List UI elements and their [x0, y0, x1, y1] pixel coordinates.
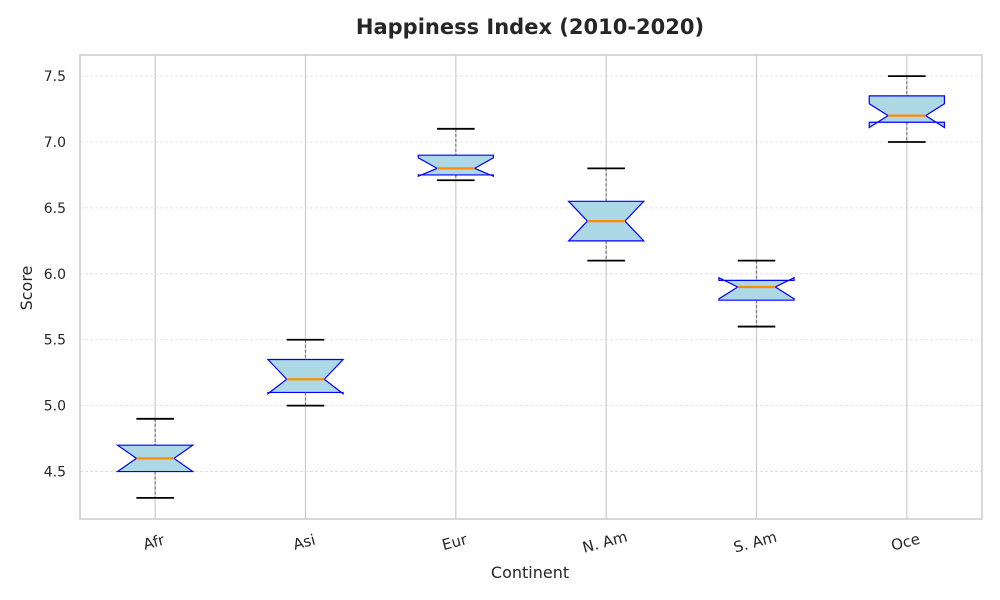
y-ticks: 4.5 5.0 5.5 6.0 6.5 7.0 7.5	[44, 69, 66, 480]
y-tick-label: 6.0	[44, 267, 66, 283]
grid-layer	[80, 55, 982, 519]
x-tick-label: Asi	[291, 531, 317, 554]
y-tick-label: 6.5	[44, 201, 66, 217]
x-axis-label: Continent	[491, 563, 569, 582]
notched-box	[417, 154, 495, 178]
y-axis-label: Score	[17, 266, 36, 311]
box-s-am	[718, 259, 795, 328]
notched-box	[868, 95, 946, 129]
x-tick-label: S. Am	[732, 528, 779, 557]
y-tick-label: 4.5	[44, 465, 66, 481]
y-tick-label: 5.0	[44, 399, 66, 415]
box-oce	[868, 75, 946, 143]
box-layer	[115, 75, 946, 499]
x-tick-label: Oce	[889, 530, 922, 555]
x-tick-label: Afr	[141, 531, 167, 554]
plot-frame	[79, 54, 983, 520]
box-eur	[417, 127, 495, 182]
box-n-am	[567, 167, 646, 262]
y-tick-label: 7.0	[44, 135, 66, 151]
y-tick-label: 7.5	[44, 69, 66, 85]
x-tick-label: Eur	[440, 530, 470, 554]
notched-box	[718, 276, 795, 301]
x-tick-label: N. Am	[581, 528, 630, 557]
x-ticks: Afr Asi Eur N. Am S. Am Oce	[141, 528, 922, 557]
chart-title: Happiness Index (2010-2020)	[356, 15, 704, 39]
box-afr	[115, 417, 195, 499]
notched-box	[266, 358, 345, 395]
y-tick-label: 5.5	[44, 333, 66, 349]
box-asi	[266, 338, 345, 407]
